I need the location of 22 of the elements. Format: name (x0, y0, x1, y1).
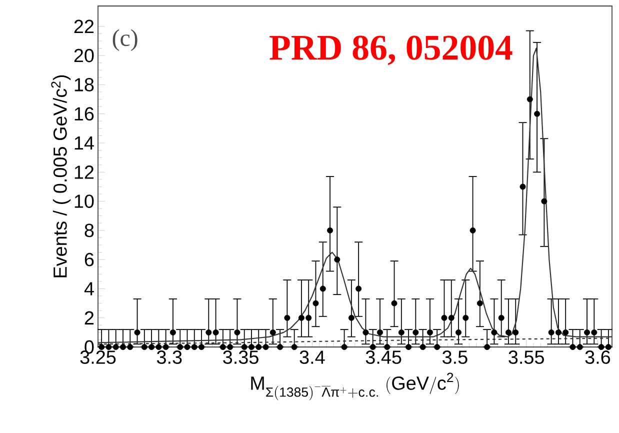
x-tick-label: 3.5 (442, 350, 468, 364)
y-tick-label: 8 (84, 224, 94, 238)
x-tick-label: 3.4 (300, 350, 325, 364)
x-tick-label: 3.6 (585, 350, 610, 364)
y-tick-label: 22 (74, 20, 94, 34)
y-tick-label: 18 (74, 78, 94, 92)
y-tick-label: 4 (84, 282, 94, 296)
annotation: PRD 86, 052004 (270, 36, 512, 66)
y-tick-label: 20 (74, 48, 94, 62)
y-tick-label: 2 (84, 311, 94, 324)
x-tick-label: 3.3 (156, 350, 182, 364)
y-tick-label: 12 (74, 166, 94, 179)
y-axis-title: Events / ( 0.005 GeV/c$^{2}$) (51, 75, 71, 278)
y-tick-label: 6 (84, 252, 94, 266)
y-tick-label: 10 (74, 194, 94, 208)
x-tick-label: 3.45 (366, 350, 402, 364)
x-tick-label: 3.35 (223, 350, 258, 364)
y-tick-label: 14 (74, 136, 94, 150)
x-tick-label: 3.55 (508, 350, 544, 364)
annotation: (c) (112, 29, 138, 51)
y-tick-label: 16 (74, 107, 94, 121)
x-axis-title: $\mathrm{M}_{\mathrm{Σ(1385)}^{\mathrm{-}}\overline{\mathrm{Λ}}\mathrm{π}^{\mathrm{+}}\mathrm{+c.c.}}\ \mathrm{(GeV/c}^{\mathrm{2}}\mathrm{)}$ (251, 372, 459, 400)
